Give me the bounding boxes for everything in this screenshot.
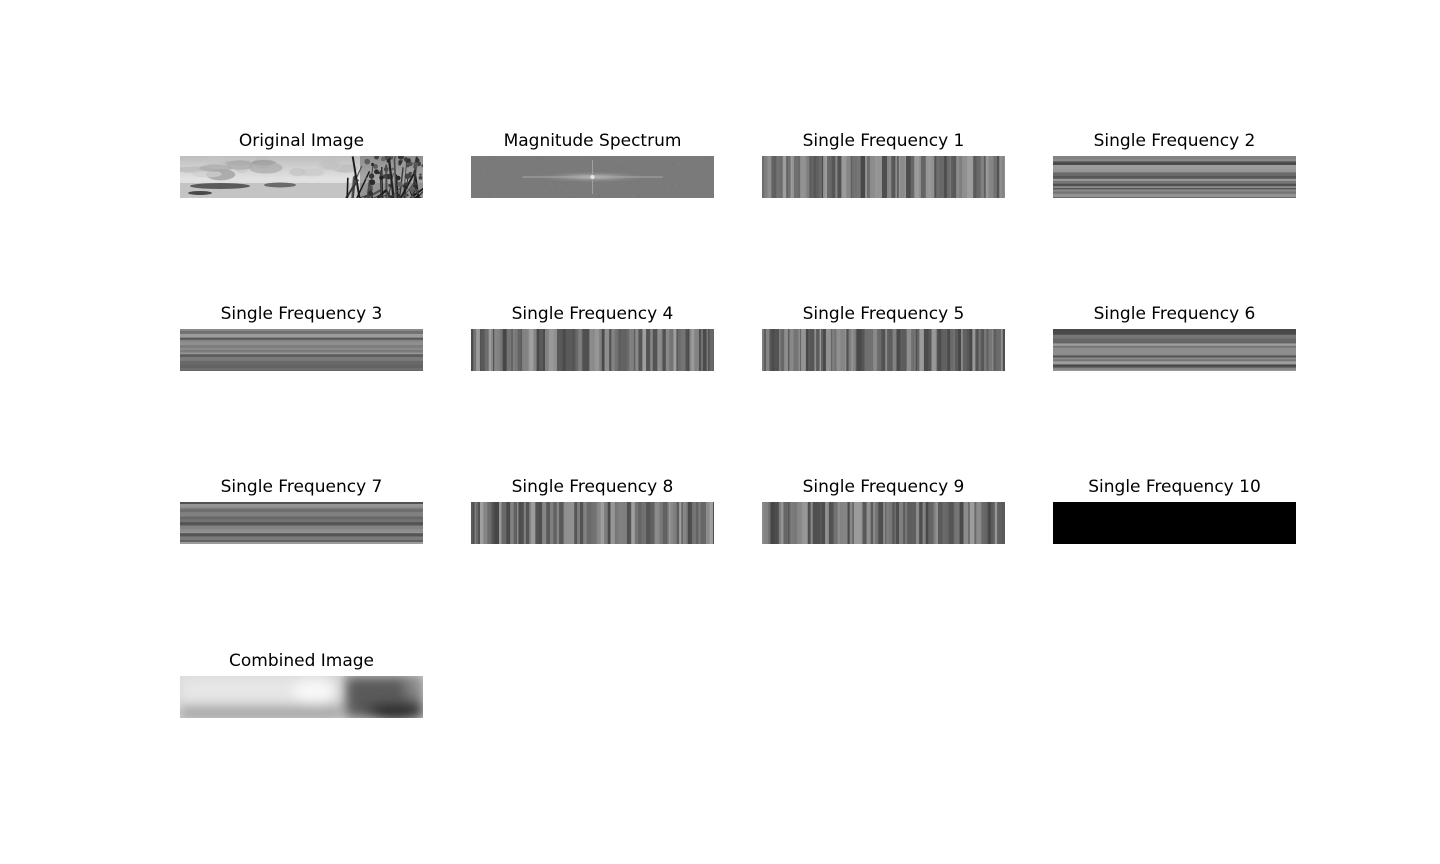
panel-title: Single Frequency 8 (511, 477, 674, 497)
panel-image-freq4 (471, 329, 714, 371)
panel-title: Single Frequency 9 (802, 477, 965, 497)
panel-title: Combined Image (228, 651, 374, 671)
panel-image-magnitude (471, 156, 714, 198)
panel-title: Single Frequency 4 (511, 304, 674, 324)
panel-title: Single Frequency 5 (802, 304, 965, 324)
panel-image-freq8 (471, 502, 714, 544)
panel-title: Single Frequency 2 (1093, 131, 1256, 151)
panel-title: Single Frequency 6 (1093, 304, 1256, 324)
panel-image-freq10 (1053, 502, 1296, 544)
panel-title: Single Frequency 10 (1088, 477, 1261, 497)
panel-image-freq6 (1053, 329, 1296, 371)
panel-title: Single Frequency 7 (220, 477, 383, 497)
panel-image-freq2 (1053, 156, 1296, 198)
panel-image-freq7 (180, 502, 423, 544)
panel-title: Single Frequency 1 (802, 131, 965, 151)
panel-image-combined (180, 676, 423, 718)
panel-title: Magnitude Spectrum (503, 131, 682, 151)
panel-title: Single Frequency 3 (220, 304, 383, 324)
panel-image-freq5 (762, 329, 1005, 371)
panel-title: Original Image (238, 131, 365, 151)
panel-image-freq1 (762, 156, 1005, 198)
panel-image-freq3 (180, 329, 423, 371)
panel-image-freq9 (762, 502, 1005, 544)
panel-image-original (180, 156, 423, 198)
